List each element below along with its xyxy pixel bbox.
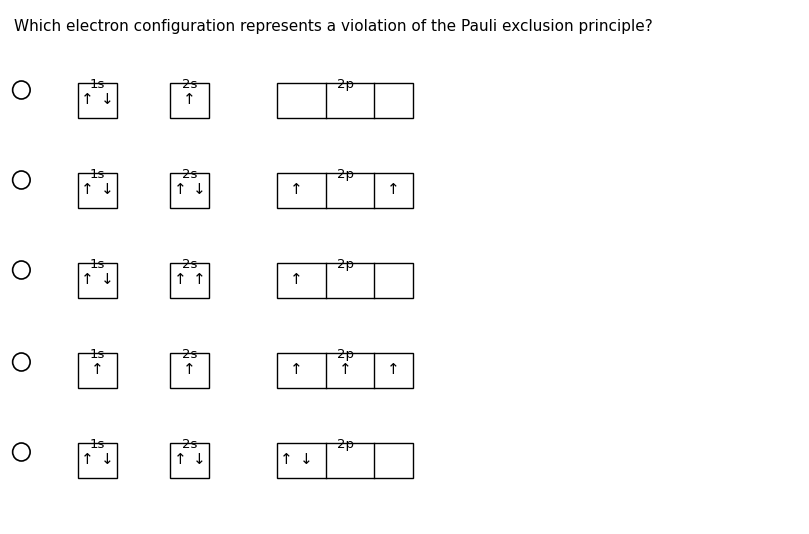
- Text: 2s: 2s: [182, 78, 197, 91]
- Bar: [78, 263, 116, 297]
- Bar: [277, 352, 413, 388]
- Text: ↓: ↓: [193, 183, 205, 198]
- Text: ↑: ↑: [290, 363, 303, 378]
- Text: ↑: ↑: [183, 363, 196, 378]
- Text: 2s: 2s: [182, 168, 197, 181]
- Bar: [78, 443, 116, 477]
- Bar: [78, 172, 116, 208]
- Text: ↑: ↑: [290, 272, 303, 287]
- Text: ↑: ↑: [173, 452, 186, 467]
- Text: ↓: ↓: [100, 183, 113, 198]
- Text: 2s: 2s: [182, 348, 197, 361]
- Text: 1s: 1s: [90, 258, 105, 271]
- Bar: [170, 172, 209, 208]
- Text: ↑: ↑: [173, 272, 186, 287]
- Bar: [277, 82, 413, 117]
- Bar: [170, 82, 209, 117]
- Text: 1s: 1s: [90, 438, 105, 451]
- Text: 2p: 2p: [337, 258, 354, 271]
- Text: ↓: ↓: [100, 272, 113, 287]
- Bar: [277, 172, 413, 208]
- Text: ↑: ↑: [81, 452, 94, 467]
- Text: ↑: ↑: [281, 452, 293, 467]
- Text: ↑: ↑: [81, 183, 94, 198]
- Bar: [277, 443, 413, 477]
- Text: ↑: ↑: [183, 92, 196, 107]
- Text: 2p: 2p: [337, 438, 354, 451]
- Text: ↑: ↑: [81, 92, 94, 107]
- Text: ↑: ↑: [81, 272, 94, 287]
- Text: ↓: ↓: [100, 92, 113, 107]
- Text: ↓: ↓: [300, 452, 312, 467]
- Text: ↑: ↑: [173, 183, 186, 198]
- Bar: [78, 352, 116, 388]
- Text: 1s: 1s: [90, 168, 105, 181]
- Text: 1s: 1s: [90, 78, 105, 91]
- Text: 2p: 2p: [337, 78, 354, 91]
- Text: ↑: ↑: [290, 183, 303, 198]
- Text: ↓: ↓: [193, 452, 205, 467]
- Bar: [170, 443, 209, 477]
- Text: Which electron configuration represents a violation of the Pauli exclusion princ: Which electron configuration represents …: [14, 19, 652, 34]
- Text: ↑: ↑: [193, 272, 205, 287]
- Text: 2s: 2s: [182, 438, 197, 451]
- Text: ↑: ↑: [388, 363, 400, 378]
- Text: ↓: ↓: [100, 452, 113, 467]
- Text: 2p: 2p: [337, 168, 354, 181]
- Text: 2s: 2s: [182, 258, 197, 271]
- Text: ↑: ↑: [388, 183, 400, 198]
- Bar: [78, 82, 116, 117]
- Text: ↑: ↑: [339, 363, 351, 378]
- Text: 1s: 1s: [90, 348, 105, 361]
- Bar: [170, 352, 209, 388]
- Text: ↑: ↑: [91, 363, 104, 378]
- Text: 2p: 2p: [337, 348, 354, 361]
- Bar: [277, 263, 413, 297]
- Bar: [170, 263, 209, 297]
